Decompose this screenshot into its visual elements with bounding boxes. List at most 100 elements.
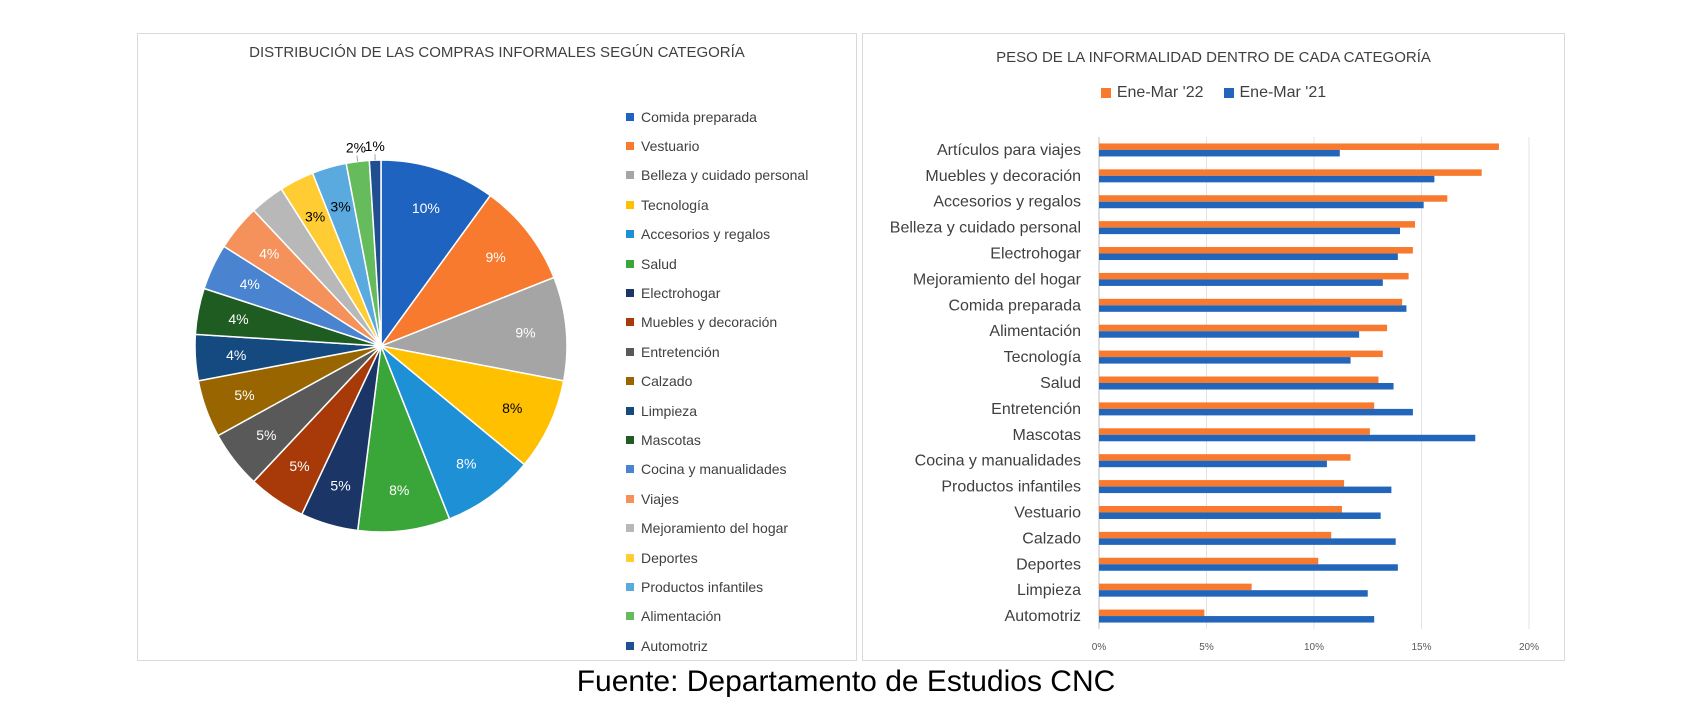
legend-swatch: [626, 582, 634, 591]
pie-legend-item: Calzado: [626, 367, 856, 396]
legend-swatch: [626, 377, 634, 386]
bar-chart-panel: PESO DE LA INFORMALIDAD DENTRO DE CADA C…: [862, 33, 1565, 661]
pie-legend-label: Comida preparada: [641, 108, 757, 125]
pie-legend: Comida preparada Vestuario Belleza y cuida…: [626, 102, 856, 660]
pie-data-label: 5%: [234, 387, 254, 403]
bar-2022: [1099, 376, 1379, 383]
pie-legend-item: Belleza y cuidado personal: [626, 161, 856, 190]
bar-2022: [1099, 609, 1205, 617]
bar-2022: [1099, 480, 1345, 487]
y-category-label: Mejoramiento del hogar: [913, 271, 1082, 288]
bar-2022: [1099, 221, 1416, 228]
y-category-label: Comida preparada: [948, 297, 1081, 314]
pie-legend-item: Viajes: [626, 484, 856, 513]
y-category-label: Muebles y decoración: [925, 168, 1081, 185]
bar-2021: [1099, 227, 1400, 235]
pie-legend-item: Electrohogar: [626, 278, 856, 307]
pie-legend-label: Electrohogar: [641, 285, 721, 302]
pie-legend-item: Productos infantiles: [626, 572, 856, 601]
pie-data-label: 5%: [330, 477, 350, 493]
x-tick-label: 15%: [1411, 642, 1431, 653]
pie-legend-item: Mascotas: [626, 425, 856, 454]
bar-2021: [1099, 357, 1351, 364]
pie-data-label: 9%: [515, 324, 535, 340]
pie-data-label: 3%: [330, 199, 350, 215]
y-category-label: Vestuario: [1014, 504, 1081, 521]
pie-chart: 10% 9% 9% 8% 8% 8% 5% 5% 5% 5% 4% 4% 4% 4% 3% 3% 2%1%: [194, 138, 568, 533]
pie-legend-label: Tecnología: [641, 196, 709, 213]
bar-2021: [1099, 590, 1368, 597]
bar-2022: [1099, 531, 1332, 539]
bar-2021: [1099, 564, 1398, 571]
bar-2021: [1099, 331, 1360, 338]
bar-2022: [1099, 583, 1252, 591]
bar-2021: [1099, 149, 1340, 157]
pie-chart-title: DISTRIBUCIÓN DE LAS COMPRAS INFORMALES S…: [249, 44, 745, 61]
bar-2021: [1099, 460, 1327, 468]
legend-swatch: [626, 494, 634, 503]
bar-2022: [1099, 143, 1499, 150]
pie-data-label: 10%: [412, 200, 440, 216]
legend-swatch: [626, 553, 634, 562]
legend-swatch: [626, 230, 634, 239]
pie-legend-item: Mejoramiento del hogar: [626, 513, 856, 542]
pie-data-label: 4%: [240, 276, 260, 292]
legend-swatch: [626, 200, 634, 209]
pie-legend-label: Mascotas: [641, 431, 701, 448]
bar-legend-label: Ene-Mar '22: [1116, 84, 1204, 101]
y-category-label: Calzado: [1022, 530, 1081, 547]
bar-2022: [1099, 402, 1375, 409]
x-tick-label: 10%: [1304, 642, 1324, 653]
legend-swatch: [626, 112, 634, 121]
pie-legend-label: Mejoramiento del hogar: [641, 520, 789, 537]
bar-2021: [1099, 175, 1435, 183]
pie-legend-label: Alimentación: [641, 608, 722, 625]
y-category-label: Cocina y manualidades: [915, 453, 1081, 470]
bar-2022: [1099, 557, 1319, 565]
pie-legend-item: Comida preparada: [626, 102, 856, 131]
legend-swatch: [626, 465, 634, 474]
legend-swatch: [626, 524, 634, 533]
pie-data-label: 9%: [486, 249, 506, 265]
bar-legend-label: Ene-Mar '21: [1239, 84, 1327, 101]
pie-data-label: 8%: [502, 400, 522, 416]
y-category-label: Productos infantiles: [941, 479, 1081, 496]
pie-legend-label: Salud: [641, 255, 677, 272]
pie-legend-label: Belleza y cuidado personal: [641, 167, 809, 184]
pie-slice: [378, 276, 568, 382]
y-category-label: Mascotas: [1013, 427, 1081, 444]
pie-legend-item: Accesorios y regalos: [626, 220, 856, 249]
pie-legend-item: Cocina y manualidades: [626, 455, 856, 484]
bar-2022: [1099, 324, 1388, 332]
pie-legend-label: Productos infantiles: [641, 578, 764, 595]
pie-legend-label: Entretención: [641, 343, 720, 360]
bar-2021: [1099, 253, 1398, 261]
pie-slice: [380, 345, 565, 466]
legend-swatch: [626, 289, 634, 298]
pie-legend-item: Automotriz: [626, 631, 856, 660]
legend-swatch: [626, 347, 634, 356]
y-category-label: Salud: [1040, 375, 1081, 392]
x-tick-label: 5%: [1199, 642, 1214, 653]
bar-2022: [1099, 169, 1482, 176]
pie-data-label: 4%: [228, 311, 248, 327]
bar-2021: [1099, 434, 1476, 442]
legend-swatch: [626, 612, 634, 621]
pie-legend-item: Deportes: [626, 543, 856, 572]
pie-legend-item: Tecnología: [626, 190, 856, 219]
bar-chart-title: PESO DE LA INFORMALIDAD DENTRO DE CADA C…: [996, 49, 1431, 66]
bar-2022: [1099, 195, 1448, 202]
pie-legend-item: Entretención: [626, 337, 856, 366]
pie-chart-panel: DISTRIBUCIÓN DE LAS COMPRAS INFORMALES S…: [137, 33, 857, 661]
pie-legend-item: Vestuario: [626, 131, 856, 160]
bar-2021: [1099, 383, 1394, 390]
bar-2021: [1099, 408, 1413, 416]
y-category-label: Accesorios y regalos: [933, 194, 1081, 211]
bar-2022: [1099, 454, 1351, 461]
y-category-label: Automotriz: [1005, 608, 1081, 625]
bar-2022: [1099, 428, 1370, 435]
bar-legend-item: Ene-Mar '21: [1223, 84, 1327, 102]
pie-data-label: 8%: [389, 482, 409, 498]
bar-2022: [1099, 350, 1383, 358]
legend-swatch: [626, 435, 634, 444]
